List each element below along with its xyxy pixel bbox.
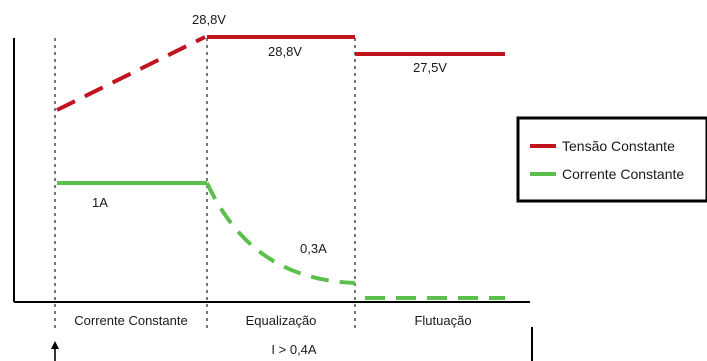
current-taper-curve	[205, 182, 356, 285]
start-arrow-head	[51, 341, 59, 349]
legend-box	[516, 116, 707, 203]
legend: Tensão Constante Corrente Constante	[516, 116, 707, 203]
voltage-ramp-line	[56, 35, 206, 112]
taper-current-label: 0,3A	[300, 241, 327, 256]
current-threshold-label: I > 0,4A	[271, 342, 316, 357]
peak-voltage-label: 28,8V	[192, 12, 226, 27]
phase-label-equalization: Equalização	[246, 313, 317, 328]
legend-label-tensao: Tensão Constante	[562, 138, 675, 154]
constant-current-label: 1A	[92, 195, 108, 210]
float-voltage-label: 27,5V	[413, 60, 447, 75]
phase-label-constant-current: Corrente Constante	[74, 313, 187, 328]
equalization-voltage-label: 28,8V	[268, 44, 302, 59]
phase-label-float: Flutuação	[414, 313, 471, 328]
legend-label-corrente: Corrente Constante	[562, 166, 684, 182]
